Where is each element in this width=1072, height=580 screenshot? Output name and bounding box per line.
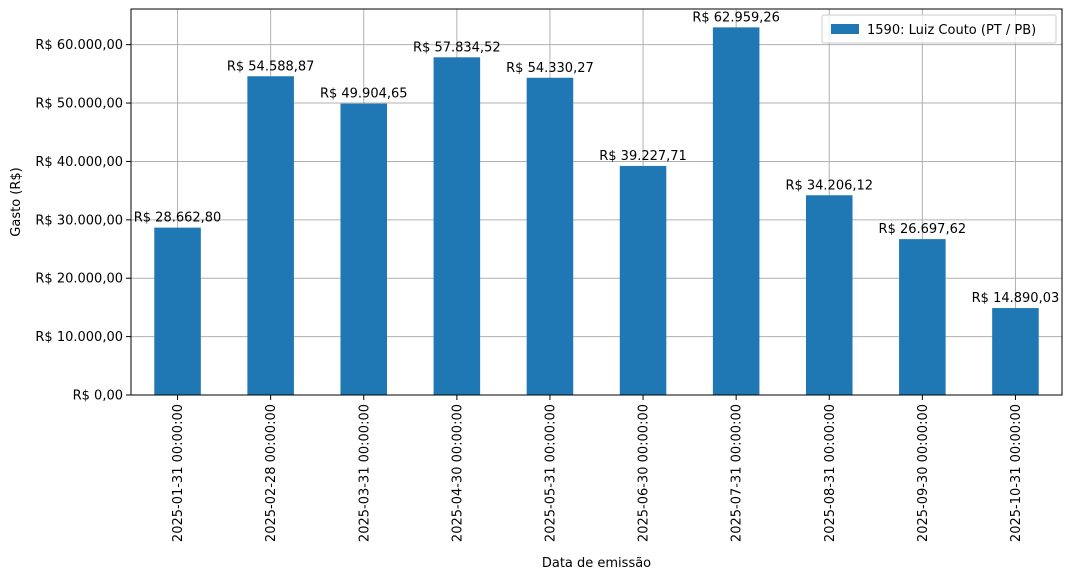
bar	[340, 103, 388, 395]
data-label: R$ 28.662,80	[134, 211, 222, 226]
y-axis-ticks: R$ 0,00 R$ 10.000,00 R$ 20.000,00 R$ 30.000…	[35, 38, 131, 404]
bar	[154, 227, 201, 395]
x-tick-label: 2025-01-31 00:00:00	[171, 404, 186, 542]
y-tick-label: R$ 10.000,00	[35, 330, 123, 345]
bar	[805, 195, 853, 395]
plot-frame	[130, 8, 1063, 396]
x-tick-label: 2025-05-31 00:00:00	[543, 404, 558, 542]
y-tick-label: R$ 40.000,00	[35, 155, 123, 170]
x-tick-label: 2025-10-31 00:00:00	[1009, 404, 1024, 542]
bar	[526, 77, 574, 396]
bar	[247, 76, 294, 395]
legend-box	[821, 14, 1057, 44]
legend: 1590: Luiz Couto (PT / PB)	[821, 14, 1057, 44]
data-label: R$ 57.834,52	[413, 40, 501, 55]
data-labels: R$ 28.662,80 R$ 54.588,87 R$ 49.904,65 R$ 5…	[134, 10, 1060, 306]
bar	[899, 239, 946, 395]
legend-swatch	[831, 24, 859, 34]
x-tick-label: 2025-09-30 00:00:00	[916, 404, 931, 542]
x-axis-ticks: 2025-01-31 00:00:00 2025-02-28 00:00:00 20…	[171, 395, 1024, 542]
x-tick-label: 2025-07-31 00:00:00	[730, 404, 745, 542]
x-tick-label: 2025-02-28 00:00:00	[264, 404, 279, 542]
bars	[154, 27, 1039, 396]
bar	[992, 308, 1039, 395]
legend-entry: 1590: Luiz Couto (PT / PB)	[867, 23, 1036, 38]
y-tick-label: R$ 30.000,00	[35, 213, 123, 228]
y-tick-label: R$ 0,00	[73, 389, 123, 404]
data-label: R$ 26.697,62	[879, 222, 967, 237]
x-axis-label: Data de emissão	[542, 556, 651, 571]
data-label: R$ 54.588,87	[227, 59, 315, 74]
data-label: R$ 39.227,71	[599, 149, 687, 164]
data-label: R$ 14.890,03	[972, 291, 1060, 306]
x-tick-label: 2025-06-30 00:00:00	[637, 404, 652, 542]
y-tick-label: R$ 50.000,00	[35, 97, 123, 112]
data-label: R$ 62.959,26	[692, 10, 780, 25]
x-tick-label: 2025-04-30 00:00:00	[450, 404, 465, 542]
bar	[712, 27, 760, 396]
data-label: R$ 49.904,65	[320, 87, 408, 102]
x-tick-label: 2025-03-31 00:00:00	[357, 404, 372, 542]
y-tick-label: R$ 20.000,00	[35, 272, 123, 287]
data-label: R$ 34.206,12	[785, 178, 873, 193]
y-axis-label: Gasto (R$)	[9, 167, 24, 236]
x-tick-label: 2025-08-31 00:00:00	[823, 404, 838, 542]
bar	[619, 165, 667, 395]
y-tick-label: R$ 60.000,00	[35, 38, 123, 53]
bar	[433, 57, 481, 396]
data-label: R$ 54.330,27	[506, 61, 594, 76]
